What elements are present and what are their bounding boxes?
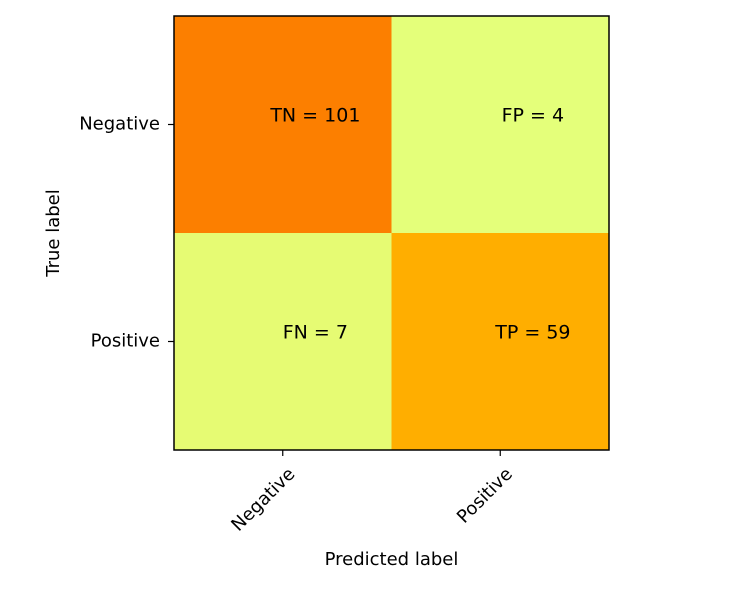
cell-value-label: TP = 59 [494, 321, 570, 343]
heatmap-cell [391, 16, 609, 233]
cell-labels: TN = 101 FP = 4 FN = 7 TP = 59 [269, 104, 570, 343]
x-axis-label: Predicted label [325, 549, 459, 570]
heatmap-cell [391, 233, 609, 450]
heatmap-cell [174, 233, 392, 450]
x-tick-label: Positive [453, 464, 517, 528]
y-axis-label: True label [43, 189, 64, 278]
y-tick-label: Positive [91, 331, 160, 352]
plot-frame [173, 15, 610, 451]
y-tick-label: Negative [79, 114, 160, 135]
y-axis-ticks: Negative Positive [79, 114, 174, 352]
cell-value-label: TN = 101 [269, 104, 360, 126]
x-tick-label: Negative [227, 464, 299, 536]
cell-value-label: FP = 4 [502, 104, 564, 126]
x-axis-ticks: Negative Positive [227, 450, 517, 536]
heatmap-cells [174, 16, 609, 450]
cell-value-label: FN = 7 [283, 321, 348, 343]
heatmap-cell [174, 16, 392, 233]
